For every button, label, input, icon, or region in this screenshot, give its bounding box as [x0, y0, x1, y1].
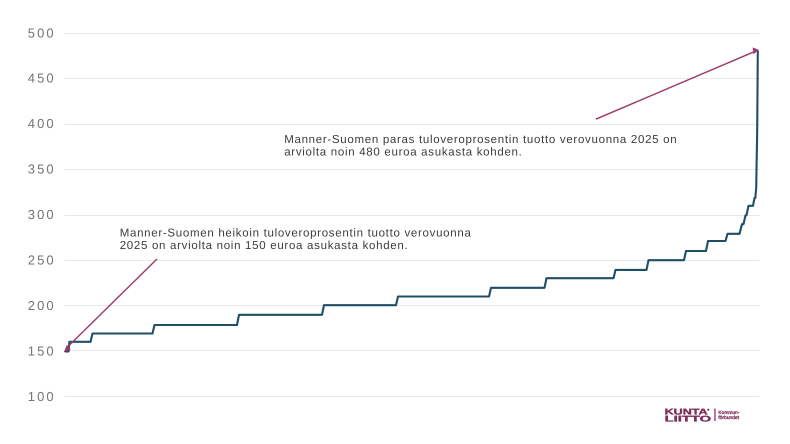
svg-text:Manner-Suomen heikoin tulovero: Manner-Suomen heikoin tuloveroprosentin …: [120, 227, 472, 239]
svg-text:300: 300: [28, 207, 56, 222]
svg-text:250: 250: [28, 253, 56, 268]
svg-text:200: 200: [28, 298, 56, 313]
svg-text:150: 150: [28, 343, 56, 358]
svg-text:Manner-Suomen paras tuloveropr: Manner-Suomen paras tuloveroprosentin tu…: [284, 134, 677, 146]
svg-text:2025 on arviolta noin 150 euro: 2025 on arviolta noin 150 euroa asukasta…: [120, 240, 409, 252]
svg-text:400: 400: [28, 116, 56, 131]
svg-text:500: 500: [28, 25, 56, 40]
svg-text:100: 100: [28, 389, 56, 404]
svg-text:Kommun-: Kommun-: [718, 410, 739, 416]
svg-text:350: 350: [28, 162, 56, 177]
svg-text:450: 450: [28, 71, 56, 86]
svg-text:KUNTA: KUNTA: [665, 406, 708, 416]
svg-text:förbundet: förbundet: [718, 415, 739, 421]
svg-text:LIITTO: LIITTO: [665, 413, 712, 423]
svg-text:arviolta noin 480 euroa asukas: arviolta noin 480 euroa asukasta kohden.: [284, 146, 522, 158]
